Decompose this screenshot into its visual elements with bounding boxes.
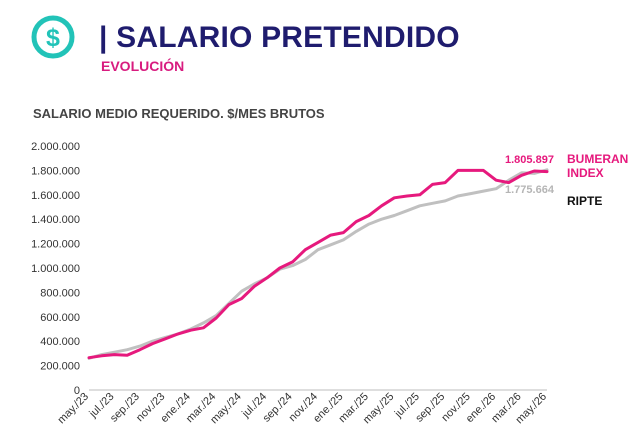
y-tick-label: 1.600.000	[31, 190, 80, 202]
page-subtitle: EVOLUCIÓN	[101, 58, 185, 74]
y-tick-label: 1.800.000	[31, 165, 80, 177]
y-axis-ticks: 0 200.000 400.000 600.000 800.000 1.000.000 1.…	[31, 141, 80, 397]
y-tick-label: 800.000	[40, 287, 80, 299]
y-tick-label: 0	[74, 385, 80, 397]
y-tick-label: 200.000	[40, 361, 80, 373]
y-tick-label: 1.400.000	[31, 214, 80, 226]
y-tick-label: 600.000	[40, 312, 80, 324]
page-title: | SALARIO PRETENDIDO	[99, 21, 460, 54]
series-line-bumeran-index	[87, 168, 549, 360]
chart-labels: 1.805.897 1.775.664 BUMERAN INDEX RIPTE	[505, 152, 628, 208]
y-tick-label: 2.000.000	[31, 141, 80, 153]
chart-series	[87, 168, 549, 360]
y-tick-label: 400.000	[40, 336, 80, 348]
y-tick-label: 1.200.000	[31, 239, 80, 251]
legend-label-ripte: RIPTE	[567, 194, 602, 208]
legend-label-bumeran-index: BUMERAN INDEX	[567, 152, 628, 180]
series-end-value-label: 1.805.897	[505, 154, 554, 166]
y-tick-label: 1.000.000	[31, 263, 80, 275]
chart-title: SALARIO MEDIO REQUERIDO. $/MES BRUTOS	[33, 106, 325, 121]
series-end-value-label: 1.775.664	[505, 184, 555, 196]
series-line-ripte	[87, 168, 549, 360]
x-axis-ticks: may./23jul./23sep./23nov./23ene./24mar./…	[56, 391, 550, 427]
svg-text:$: $	[46, 24, 60, 52]
dollar-circle-icon: $	[31, 15, 75, 59]
